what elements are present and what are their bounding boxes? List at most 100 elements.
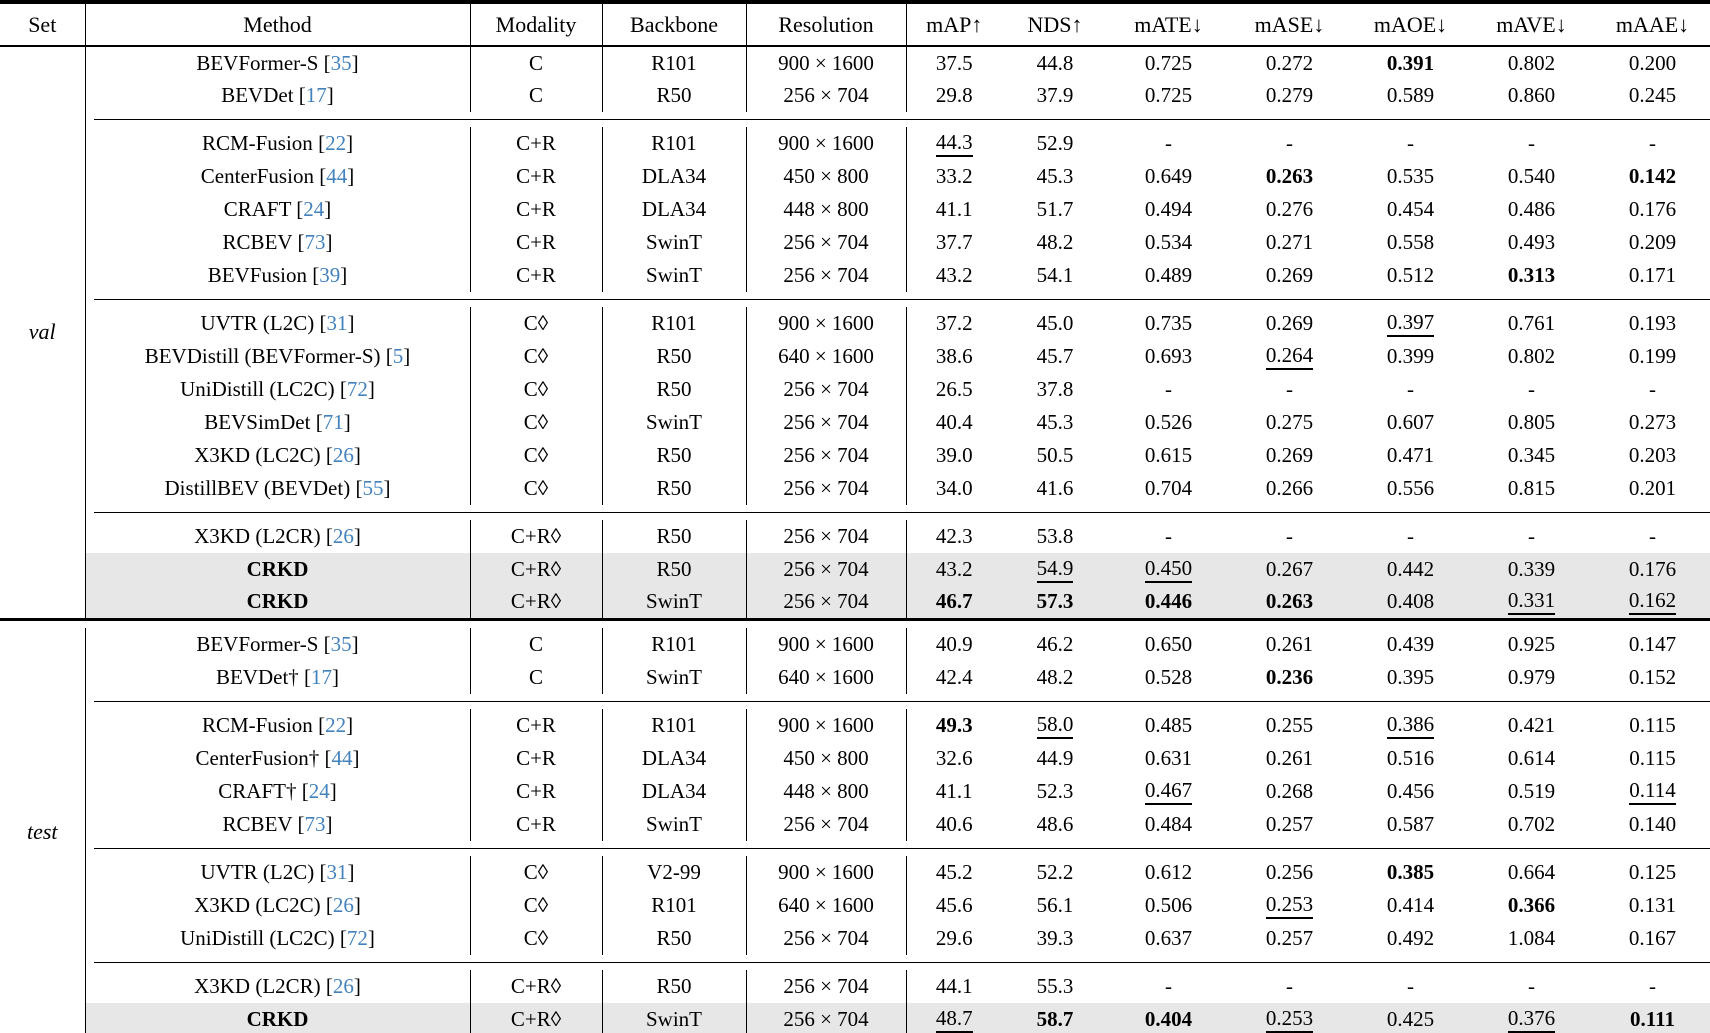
metric-value: 0.649 [1144,164,1193,188]
cell-mave: 0.614 [1471,742,1592,775]
cell-mave: 0.540 [1471,160,1592,193]
cell-resolution: 256 × 704 [746,970,907,1003]
cell-modality: C+R [470,709,603,742]
cell-mave: 0.802 [1471,340,1592,373]
metric-value: 0.534 [1144,230,1193,254]
cell-map: 29.8 [906,79,1002,112]
citation-link[interactable]: 26 [332,524,354,548]
cell-maoe: 0.391 [1350,46,1471,79]
metric-value: 0.456 [1386,779,1435,803]
citation-link[interactable]: 22 [325,131,347,155]
cell-maae: 0.140 [1592,808,1710,841]
citation-link[interactable]: 72 [346,377,368,401]
metric-value: 0.587 [1386,812,1435,836]
cell-maoe: 0.408 [1350,586,1471,619]
method-name: UVTR (L2C) [200,311,315,335]
citation-link[interactable]: 44 [326,164,348,188]
citation-link[interactable]: 24 [303,197,325,221]
cell-mase: 0.261 [1229,628,1350,661]
cell-backbone: R101 [602,709,747,742]
citation-link[interactable]: 55 [362,476,384,500]
cell-maoe: 0.425 [1350,1003,1471,1033]
header-row: Set Method Modality Backbone Resolution … [0,2,1710,47]
cell-backbone: R50 [602,340,747,373]
cell-method: BEVDistill (BEVFormer-S) [5] [85,340,471,373]
cell-maoe: 0.535 [1350,160,1471,193]
cell-map: 43.2 [906,259,1002,292]
col-header-mave: mAVE↓ [1471,2,1592,47]
cell-maae: 0.142 [1592,160,1710,193]
metric-value: 40.6 [935,812,973,836]
citation-link[interactable]: 44 [331,746,353,770]
citation-link[interactable]: 31 [326,311,348,335]
metric-value: 58.0 [1036,712,1074,740]
cell-modality: C◊ [470,922,603,955]
cell-nds: 37.8 [1002,373,1108,406]
metric-value: 0.725 [1144,50,1193,75]
cell-maoe: 0.512 [1350,259,1471,292]
metric-value: - [1407,524,1414,548]
cell-maae: 0.200 [1592,46,1710,79]
cell-modality: C+R [470,775,603,808]
metric-value: 0.266 [1265,476,1314,500]
cell-map: 42.4 [906,661,1002,694]
cell-mase: - [1229,127,1350,160]
method-name: BEVDet [221,83,294,107]
metric-value: 0.860 [1507,83,1556,107]
metric-value: - [1286,974,1293,998]
cell-map: 40.4 [906,406,1002,439]
citation-link[interactable]: 26 [332,974,354,998]
cell-mate: 0.649 [1108,160,1229,193]
col-header-nds: NDS↑ [1002,2,1108,47]
metric-value: 48.2 [1036,230,1074,254]
citation-link[interactable]: 31 [326,860,348,884]
cell-mase: 0.279 [1229,79,1350,112]
citation-link[interactable]: 72 [346,926,368,950]
metric-value: 0.802 [1507,344,1556,368]
citation-link[interactable]: 35 [330,632,352,656]
table-row: CRKD C+R◊ SwinT 256 × 704 48.7 58.7 0.404 0.253… [0,1003,1710,1033]
method-name: CenterFusion† [195,746,320,770]
cell-maae: 0.147 [1592,628,1710,661]
cell-maoe: 0.471 [1350,439,1471,472]
metric-value: 0.442 [1386,557,1435,581]
metric-value: - [1528,131,1535,155]
cell-backbone: R101 [602,307,747,340]
cell-maae: - [1592,127,1710,160]
method-name: CRKD [246,557,309,581]
cell-method: CenterFusion [44] [85,160,471,193]
citation-link[interactable]: 26 [332,443,354,467]
citation-link[interactable]: 73 [304,812,326,836]
metric-value: 0.131 [1628,893,1677,917]
metric-value: 0.236 [1265,665,1314,689]
metric-value: 0.528 [1144,665,1193,689]
metric-value: 0.313 [1507,263,1556,287]
table-row: BEVFusion [39] C+R SwinT 256 × 704 43.2 54.1 0… [0,259,1710,292]
citation-link[interactable]: 71 [322,410,344,434]
method-name: BEVDistill (BEVFormer-S) [144,344,381,368]
table-row: X3KD (L2CR) [26] C+R◊ R50 256 × 704 42.3 53.8… [0,520,1710,553]
citation-link[interactable]: 22 [325,713,347,737]
metric-value: 0.802 [1507,50,1556,75]
metric-value: 0.494 [1144,197,1193,221]
cell-map: 44.3 [906,127,1002,160]
citation-link[interactable]: 24 [308,779,330,803]
metric-value: 45.6 [935,893,973,917]
citation-link[interactable]: 26 [332,893,354,917]
citation-link[interactable]: 73 [304,230,326,254]
citation-link[interactable]: 35 [330,50,352,75]
metric-value: - [1165,377,1172,401]
cell-backbone: SwinT [602,661,747,694]
metric-value: 0.492 [1386,926,1435,950]
metric-value: 0.471 [1386,443,1435,467]
citation-link[interactable]: 39 [319,263,341,287]
metric-value: 54.9 [1036,556,1074,584]
group-separator [0,505,1710,520]
citation-link[interactable]: 5 [392,344,404,368]
citation-link[interactable]: 17 [311,665,333,689]
citation-link[interactable]: 17 [305,83,327,107]
cell-maoe: 0.558 [1350,226,1471,259]
metric-value: 0.815 [1507,476,1556,500]
metric-value: - [1165,131,1172,155]
